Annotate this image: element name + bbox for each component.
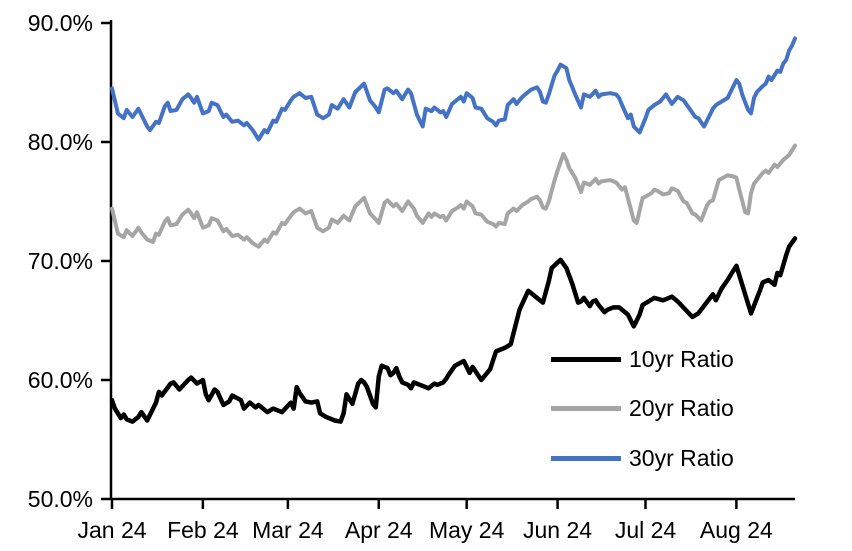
y-tick-label: 60.0% (28, 367, 93, 393)
y-tick-label: 90.0% (28, 10, 93, 36)
x-tick-label: Jul 24 (615, 517, 677, 543)
legend-line-swatch-30yr (551, 455, 621, 461)
x-tick-label: Mar 24 (252, 517, 324, 543)
series-line-30yr-ratio (110, 36, 797, 142)
x-tick-label: Jun 24 (523, 517, 592, 543)
x-tick-label: Feb 24 (167, 517, 239, 543)
y-tick-label: 80.0% (28, 129, 93, 155)
legend-item-30yr: 30yr Ratio (551, 444, 734, 472)
series-line-20yr-ratio (110, 143, 797, 249)
x-tick-label: Jan 24 (77, 517, 146, 543)
legend-label-20yr: 20yr Ratio (629, 394, 734, 421)
legend-line-swatch-10yr (551, 356, 621, 362)
legend-item-10yr: 10yr Ratio (551, 345, 734, 373)
y-tick-label: 70.0% (28, 248, 93, 274)
x-tick-label: May 24 (429, 517, 505, 543)
y-tick-label: 50.0% (28, 486, 93, 512)
legend-line-swatch-20yr (551, 405, 621, 411)
legend-label-10yr: 10yr Ratio (629, 345, 734, 372)
x-tick-label: Apr 24 (345, 517, 413, 543)
legend-label-30yr: 30yr Ratio (629, 444, 734, 471)
series-line-10yr-ratio (109, 236, 798, 424)
x-tick-label: Aug 24 (700, 517, 773, 543)
legend-item-20yr: 20yr Ratio (551, 394, 734, 422)
